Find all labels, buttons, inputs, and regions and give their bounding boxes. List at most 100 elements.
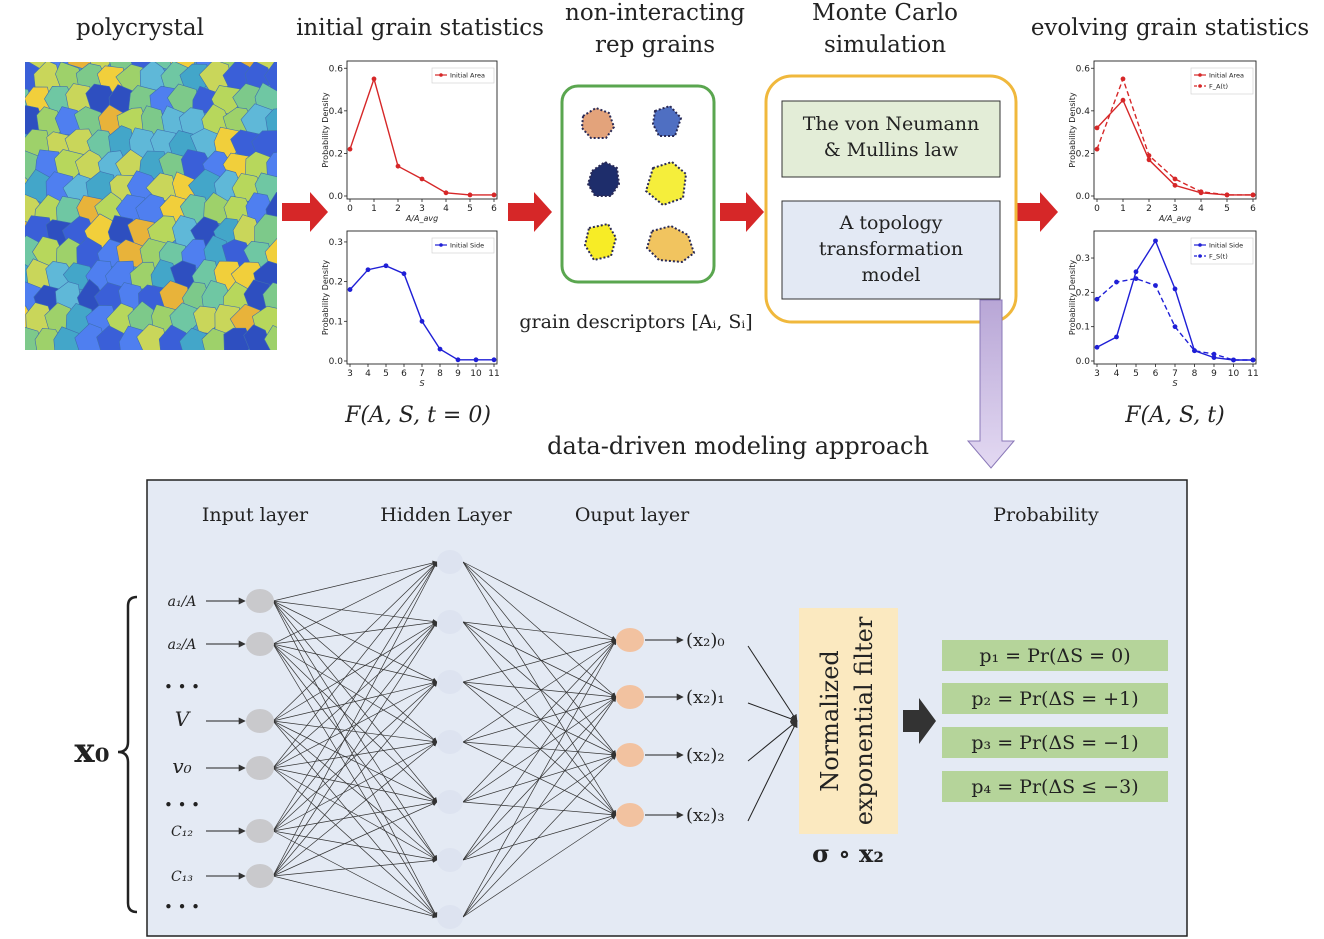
data-point — [1198, 189, 1204, 195]
hidden-node — [437, 550, 463, 574]
connection — [462, 639, 617, 918]
rep-grain-2 — [651, 104, 683, 137]
data-point — [1120, 76, 1126, 82]
connection — [272, 600, 438, 918]
connection — [272, 561, 438, 877]
output-node — [616, 628, 644, 652]
connection — [272, 681, 438, 877]
grain-cell — [263, 325, 277, 350]
y-axis-label: Probability Density — [1068, 92, 1077, 168]
filter-input-arrow — [747, 702, 798, 723]
data-point — [467, 192, 473, 198]
connection — [462, 561, 617, 698]
purple-down-arrow — [966, 299, 1016, 469]
topology-model-box — [781, 200, 1001, 300]
x-axis-label: A/A_avg — [1158, 214, 1191, 223]
rep-grain-5 — [583, 222, 618, 262]
x-axis-label: A/A_avg — [405, 214, 438, 223]
connection — [272, 767, 438, 861]
header-mc-line2: simulation — [824, 32, 946, 58]
x-tick-label: 11 — [1247, 369, 1258, 379]
data-point — [1153, 283, 1158, 288]
connection — [462, 754, 617, 918]
x-tick-label: 7 — [419, 369, 425, 379]
legend-entry: F_S(t) — [1209, 253, 1228, 261]
connection — [272, 801, 438, 877]
data-point — [1172, 182, 1178, 188]
connection — [272, 720, 438, 861]
probability-boxes: p₁ = Pr(ΔS = 0) p₂ = Pr(ΔS = +1) p₃ = Pr(Δ… — [942, 640, 1168, 802]
probability-box — [942, 727, 1168, 758]
y-tick-label: 0.2 — [1076, 149, 1090, 159]
connection — [462, 621, 617, 642]
y-tick-label: 0.0 — [1076, 357, 1091, 367]
x-tick-label: 0 — [347, 204, 353, 214]
y-tick-label: 0.1 — [1076, 323, 1090, 333]
x-tick-label: 4 — [1114, 369, 1120, 379]
connection — [462, 813, 617, 861]
x-tick-label: 1 — [1120, 204, 1126, 214]
data-point — [371, 76, 377, 82]
header-initial-stats: initial grain statistics — [296, 15, 544, 41]
grain-cell — [262, 282, 277, 314]
connection — [272, 621, 438, 877]
connection — [462, 639, 617, 861]
connection — [272, 643, 438, 918]
x-tick-label: 8 — [437, 369, 443, 379]
data-point — [473, 357, 479, 363]
data-point — [443, 190, 449, 196]
probability-text: p₁ = Pr(ΔS = 0) — [979, 645, 1130, 667]
data-point — [1211, 351, 1217, 357]
connection — [272, 857, 438, 877]
connection — [462, 639, 617, 743]
y-tick-label: 0.3 — [329, 238, 343, 248]
x-tick-label: 0 — [1094, 204, 1100, 214]
von-neumann-box — [781, 100, 1001, 178]
rep-grain-1 — [580, 106, 616, 139]
hidden-node — [437, 790, 463, 814]
von-neumann-line1: The von Neumann — [803, 113, 980, 135]
data-point — [401, 271, 407, 277]
y-axis-label: Probability Density — [1068, 260, 1077, 336]
legend-entry: Initial Side — [450, 242, 484, 250]
exponential-filter-box — [799, 608, 898, 834]
data-point — [1172, 324, 1178, 330]
legend-box — [1190, 67, 1254, 95]
input-layer-label: Input layer — [202, 504, 309, 526]
connection — [272, 875, 438, 919]
data-point — [1250, 192, 1256, 198]
grain-cell — [264, 62, 277, 92]
data-point — [1153, 238, 1158, 244]
data-point — [419, 176, 425, 182]
input-node — [246, 864, 274, 888]
data-point — [1172, 176, 1178, 182]
caption-initial: F(A, S, t = 0) — [344, 403, 491, 428]
x-tick-label: 6 — [401, 369, 407, 379]
data-point — [1094, 344, 1100, 350]
x-tick-label: 3 — [1172, 204, 1178, 214]
input-label: C₁₃ — [171, 869, 193, 885]
rep-grain-6 — [645, 224, 696, 264]
x-tick-label: 5 — [383, 369, 389, 379]
connection — [272, 620, 438, 645]
network-connections — [272, 560, 617, 919]
red-arrow-3 — [720, 192, 764, 232]
y-axis-label: Probability Density — [321, 260, 330, 336]
x-tick-label: 4 — [365, 369, 371, 379]
data-point — [1133, 269, 1139, 275]
data-point — [383, 263, 389, 269]
legend-entry: Initial Area — [1209, 72, 1244, 80]
chart-evolving-side: 3 4 5 6 7 8 9 10 11 0.0 0.1 0.2 0.3 S Probability Dens… — [1068, 230, 1259, 388]
legend-entry: F_A(t) — [1209, 83, 1228, 91]
x-tick-label: 2 — [395, 204, 401, 214]
x-tick-label: 7 — [1172, 369, 1178, 379]
hidden-node — [437, 848, 463, 872]
input-label: C₁₂ — [171, 824, 193, 840]
grain-cell — [265, 108, 277, 138]
connection — [272, 800, 438, 832]
input-node — [246, 819, 274, 843]
data-point — [1231, 357, 1236, 363]
connection — [462, 681, 617, 700]
data-point — [1224, 192, 1230, 198]
connection — [272, 643, 438, 684]
